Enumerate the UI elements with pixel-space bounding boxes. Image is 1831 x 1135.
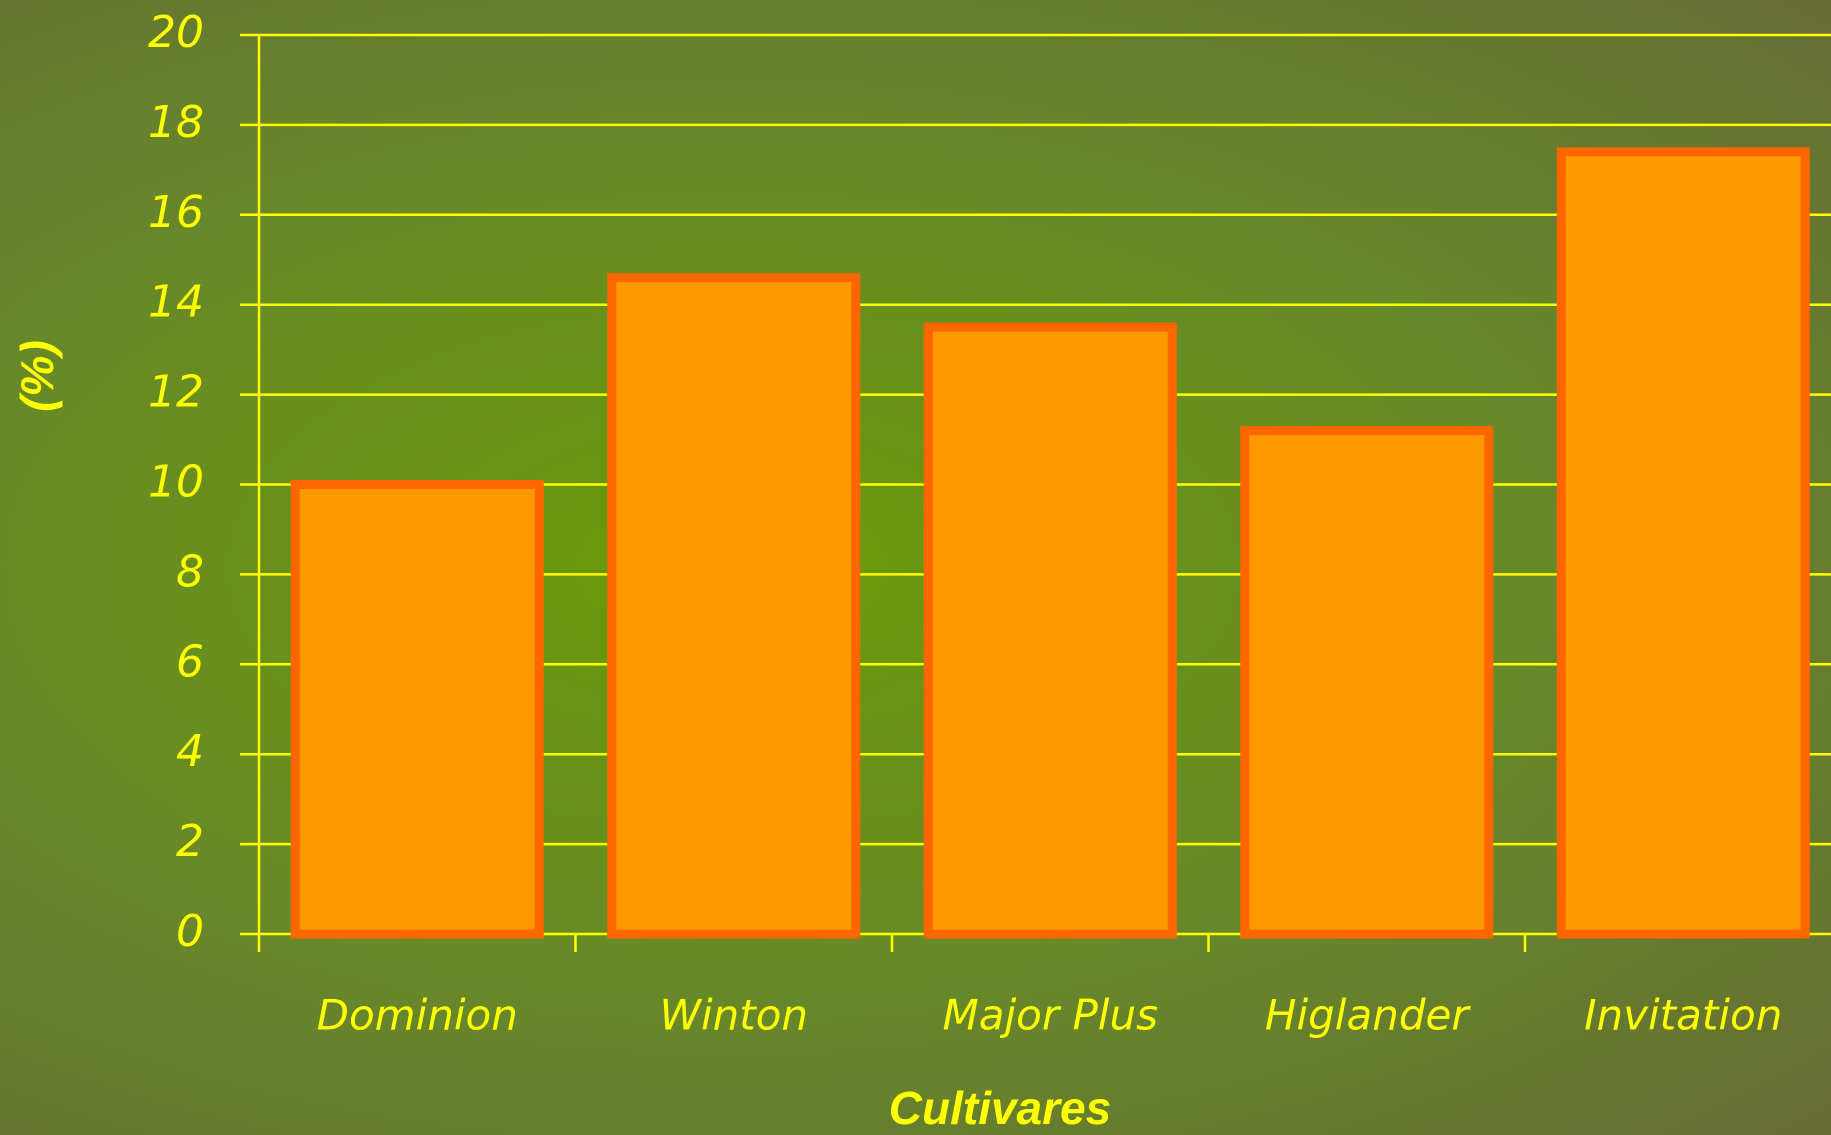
y-tick-label: 18: [148, 97, 204, 148]
y-tick-label: 20: [148, 7, 204, 58]
bar: [607, 273, 861, 939]
y-tick-label: 12: [148, 367, 204, 418]
y-tick-label: 6: [176, 636, 204, 687]
x-tick-label: Major Plus: [943, 991, 1158, 1040]
y-tick-label: 2: [176, 816, 204, 867]
x-tick-label: Invitation: [1584, 991, 1782, 1040]
y-tick-label: 4: [176, 726, 204, 777]
bar: [1556, 147, 1810, 939]
y-tick-label: 16: [148, 187, 204, 238]
bar: [1240, 426, 1494, 939]
x-axis-title: Cultivares: [889, 1082, 1111, 1134]
y-tick-label: 10: [148, 457, 204, 508]
y-tick-label: 0: [176, 906, 204, 957]
x-tick-label: Higlander: [1265, 991, 1471, 1040]
bar: [290, 480, 544, 939]
y-tick-label: 14: [148, 277, 204, 328]
bar: [923, 322, 1177, 939]
y-tick-label: 8: [176, 546, 204, 597]
x-tick-label: Winton: [659, 991, 808, 1040]
x-tick-label: Dominion: [317, 991, 518, 1040]
y-axis-title: (%): [11, 340, 63, 412]
